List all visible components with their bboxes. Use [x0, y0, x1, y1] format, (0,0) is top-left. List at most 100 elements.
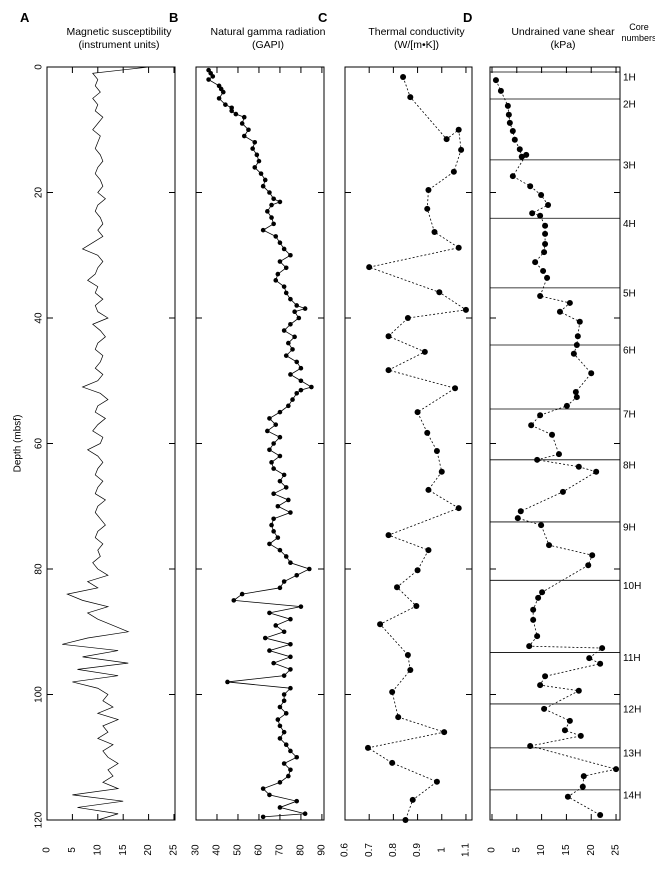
- data-point: [561, 727, 568, 734]
- data-point: [424, 205, 431, 212]
- x-tick-label: 0.9: [412, 843, 423, 857]
- x-tick-label: 25: [611, 844, 622, 856]
- data-point: [286, 403, 291, 409]
- data-point: [575, 463, 582, 470]
- data-point: [538, 192, 545, 199]
- data-point: [537, 293, 544, 300]
- data-line: [495, 80, 617, 816]
- data-point: [273, 278, 279, 283]
- data-point: [400, 74, 407, 81]
- data-point: [541, 249, 548, 256]
- data-point: [517, 508, 524, 515]
- core-name: 13H: [623, 748, 641, 759]
- x-tick-label: 90: [317, 844, 328, 856]
- data-point: [277, 199, 283, 205]
- data-point: [262, 177, 268, 183]
- data-point: [277, 805, 283, 810]
- data-point: [516, 146, 523, 153]
- data-point: [385, 333, 392, 340]
- data-point: [438, 468, 445, 475]
- data-point: [233, 111, 239, 117]
- data-point: [573, 341, 580, 348]
- data-point: [277, 453, 283, 459]
- plot-frame: [46, 66, 176, 821]
- y-tick-label: 100: [34, 686, 45, 703]
- panel-subtitle: (GAPI): [252, 39, 284, 51]
- panel-letter: A: [20, 10, 30, 25]
- y-tick-label: 80: [34, 563, 45, 575]
- data-point: [389, 759, 396, 766]
- data-point: [286, 497, 291, 503]
- data-point: [298, 378, 304, 384]
- data-point: [220, 89, 226, 95]
- x-tick-label: 10: [536, 844, 547, 856]
- data-point: [425, 547, 432, 554]
- data-point: [572, 389, 579, 396]
- x-tick-label: 20: [586, 844, 597, 856]
- data-point: [509, 128, 516, 135]
- data-point: [277, 240, 283, 245]
- data-point: [277, 780, 283, 785]
- data-point: [281, 673, 287, 678]
- data-point: [542, 222, 549, 229]
- data-point: [262, 635, 268, 641]
- data-point: [277, 723, 283, 729]
- data-point: [292, 334, 297, 340]
- data-point: [275, 535, 281, 540]
- data-point: [292, 309, 297, 315]
- data-point: [537, 682, 544, 689]
- data-point: [556, 308, 563, 315]
- data-point: [407, 94, 414, 101]
- y-tick-label: 40: [34, 312, 45, 324]
- data-point: [563, 402, 570, 409]
- data-point: [539, 589, 546, 596]
- data-line: [207, 69, 313, 818]
- y-tick-label: 0: [34, 64, 45, 70]
- data-point: [271, 660, 276, 666]
- data-point: [239, 121, 245, 126]
- data-point: [455, 505, 462, 512]
- panel-title: Natural gamma radiation: [211, 26, 326, 38]
- data-point: [537, 212, 544, 219]
- data-point: [281, 698, 287, 704]
- data-point: [267, 447, 272, 453]
- data-point: [277, 434, 283, 440]
- data-point: [433, 448, 440, 455]
- data-point: [613, 766, 620, 773]
- x-tick-label: 0.6: [340, 843, 351, 857]
- data-point: [527, 183, 534, 190]
- data-point: [271, 516, 276, 522]
- data-point: [573, 394, 580, 401]
- data-point: [288, 685, 293, 691]
- data-point: [566, 717, 573, 724]
- core-name: 3H: [623, 161, 636, 172]
- data-point: [443, 136, 450, 143]
- data-point: [402, 817, 409, 823]
- data-point: [366, 264, 373, 271]
- data-point: [528, 422, 535, 429]
- data-point: [492, 77, 499, 84]
- data-point: [436, 289, 443, 296]
- data-point: [585, 562, 592, 569]
- data-point: [283, 265, 289, 271]
- data-point: [425, 486, 432, 493]
- data-point: [394, 584, 401, 591]
- data-point: [283, 485, 289, 490]
- data-point: [273, 623, 279, 628]
- data-point: [540, 267, 547, 274]
- data-point: [281, 579, 287, 584]
- data-point: [298, 387, 304, 393]
- y-tick-label: 120: [34, 811, 45, 828]
- data-point: [275, 271, 281, 277]
- data-point: [455, 126, 462, 133]
- data-point: [241, 114, 247, 120]
- data-point: [450, 168, 457, 175]
- data-point: [527, 742, 534, 749]
- data-point: [294, 391, 300, 396]
- data-point: [414, 567, 421, 574]
- data-point: [575, 687, 582, 694]
- data-point: [546, 542, 553, 549]
- panel-title: Magnetic susceptibility: [66, 26, 172, 38]
- x-tick-label: 15: [118, 844, 129, 856]
